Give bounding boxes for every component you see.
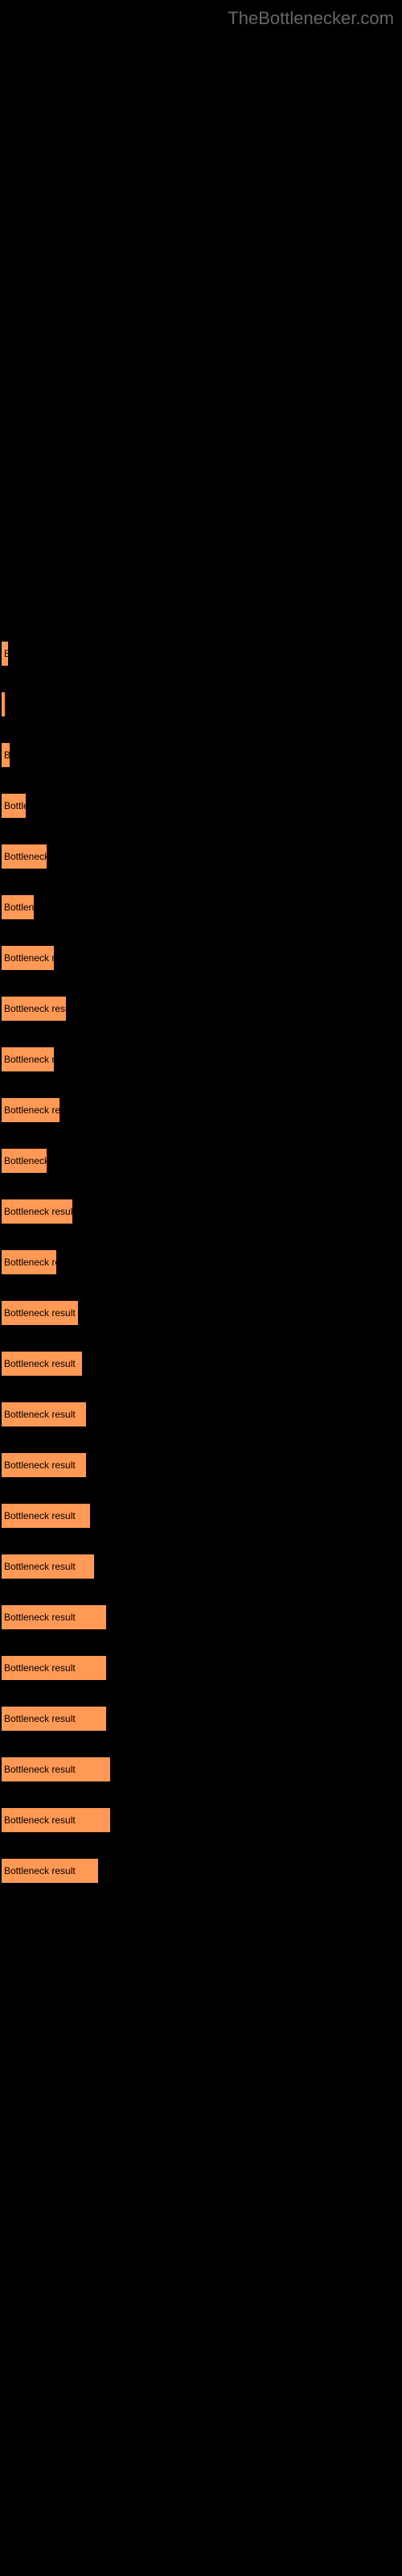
bar: Bottleneck re (2, 1250, 56, 1274)
bar: Bottleneck resu (2, 997, 66, 1021)
bar-row: Bottleneck result (0, 1591, 402, 1642)
bar-row: Bottleneck result (0, 1439, 402, 1490)
bar-label: Bottleneck (4, 851, 47, 862)
bar-row: Bottleneck result (0, 1541, 402, 1591)
bar: Bottlen (2, 895, 34, 919)
bar-row: Bottleneck resu (0, 983, 402, 1034)
watermark-text: TheBottlenecker.com (228, 8, 394, 29)
bar-chart: B B Bottle Bottleneck Bottlen Bottleneck r Bot… (0, 628, 402, 1896)
bar-label: Bottleneck result (4, 1561, 76, 1572)
bar-label: Bottleneck result (4, 1510, 76, 1521)
bar: Bottleneck result (2, 1504, 90, 1528)
bar-label: B (4, 648, 8, 659)
bar-row: Bottleneck (0, 831, 402, 881)
bar: Bottleneck result (2, 1402, 86, 1426)
top-spacer (0, 0, 402, 628)
bar-label: Bottleneck result (4, 1814, 76, 1826)
bar-row: B (0, 729, 402, 780)
bar: Bottleneck result (2, 1301, 78, 1325)
bar: Bottleneck (2, 844, 47, 869)
bar-label: Bottleneck resu (4, 1003, 66, 1014)
bar-label: Bottleneck result (4, 1307, 76, 1319)
bar-label: Bottleneck result (4, 1409, 76, 1420)
bar-label: B (4, 749, 10, 761)
bar-row: Bottleneck r (0, 1034, 402, 1084)
bar: Bottleneck result (2, 1707, 106, 1731)
bar-label: Bottlen (4, 902, 34, 913)
bar-row: B (0, 628, 402, 679)
bar: Bottleneck (2, 1149, 47, 1173)
bar: Bottleneck result (2, 1808, 110, 1832)
bar-row: Bottleneck result (0, 1490, 402, 1541)
bar-label: Bottleneck result (4, 1459, 76, 1471)
bar-label: Bottleneck result (4, 1612, 76, 1623)
bar-row: Bottleneck r (0, 932, 402, 983)
bar: Bottleneck result (2, 1656, 106, 1680)
bar-row: Bottleneck result (0, 1744, 402, 1794)
bar-row: Bottle (0, 780, 402, 831)
bar-label: Bottleneck result (4, 1764, 76, 1775)
bar-row: Bottleneck result (0, 1186, 402, 1236)
bar-label: Bottleneck result (4, 1358, 76, 1369)
bar-label: Bottleneck result (4, 1713, 76, 1724)
bar: Bottleneck result (2, 1453, 86, 1477)
bar: B (2, 743, 10, 767)
bar: Bottle (2, 794, 26, 818)
bar: Bottleneck res (2, 1098, 59, 1122)
bar: Bottleneck r (2, 1047, 54, 1071)
bar-label: Bottleneck res (4, 1104, 59, 1116)
bar-row: Bottleneck res (0, 1084, 402, 1135)
bar: Bottleneck result (2, 1199, 72, 1224)
bar: Bottleneck result (2, 1605, 106, 1629)
bar-row: Bottleneck result (0, 1693, 402, 1744)
bar-label: Bottle (4, 800, 26, 811)
bar: Bottleneck result (2, 1757, 110, 1781)
bar-row: Bottleneck result (0, 1287, 402, 1338)
bar-label: Bottleneck r (4, 952, 54, 964)
bar-label: Bottleneck result (4, 1865, 76, 1876)
bar: Bottleneck result (2, 1352, 82, 1376)
bar-row: Bottleneck result (0, 1389, 402, 1439)
bar: B (2, 642, 8, 666)
bar-label: Bottleneck (4, 1155, 47, 1166)
bar-row: Bottleneck result (0, 1338, 402, 1389)
bar-label: Bottleneck result (4, 1206, 72, 1217)
bar: Bottleneck r (2, 946, 54, 970)
bar-label: Bottleneck r (4, 1054, 54, 1065)
bar-row: Bottleneck result (0, 1794, 402, 1845)
bar-row: Bottleneck (0, 1135, 402, 1186)
bar-row (0, 679, 402, 729)
bar-label: Bottleneck re (4, 1257, 56, 1268)
bar (2, 692, 5, 716)
bar-row: Bottleneck re (0, 1236, 402, 1287)
bar-row: Bottleneck result (0, 1642, 402, 1693)
bar-row: Bottleneck result (0, 1845, 402, 1896)
bar: Bottleneck result (2, 1859, 98, 1883)
bar-row: Bottlen (0, 881, 402, 932)
bar: Bottleneck result (2, 1554, 94, 1579)
bar-label: Bottleneck result (4, 1662, 76, 1674)
